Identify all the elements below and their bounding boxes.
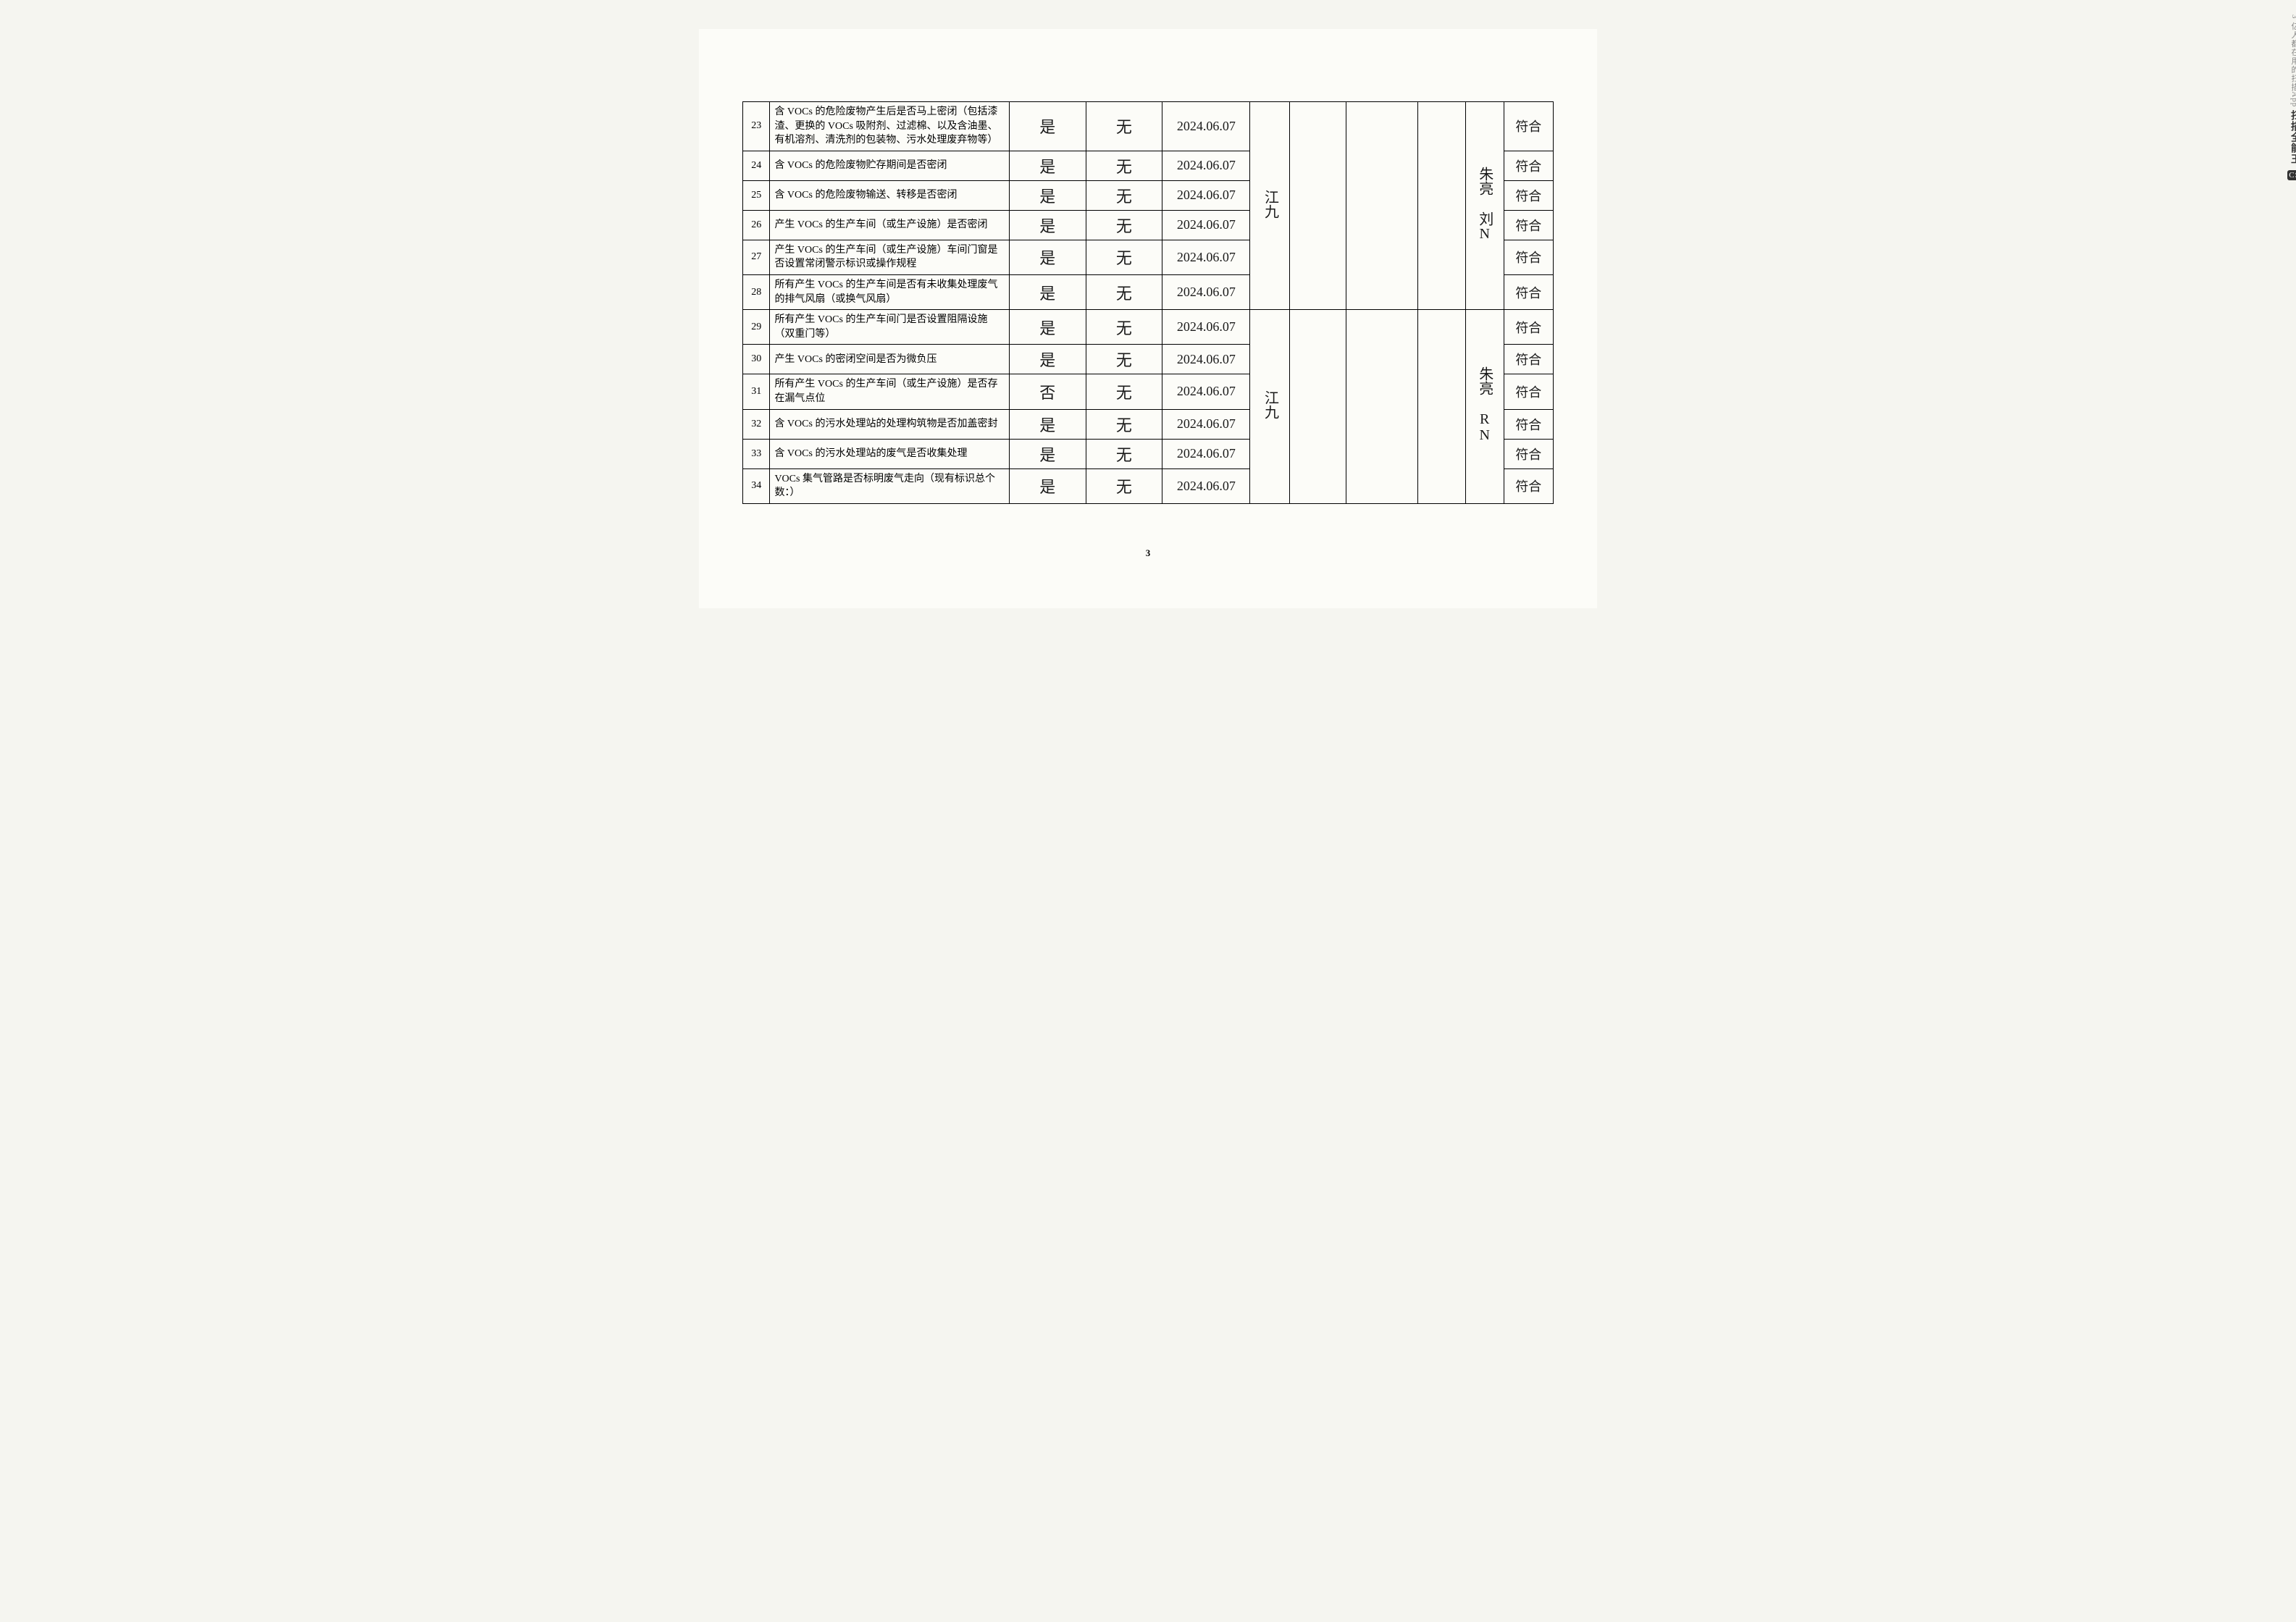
result-cell: 符合 [1504,468,1553,503]
answer-none: 无 [1086,240,1162,274]
answer-none: 无 [1086,210,1162,240]
app-watermark: 3 亿人都在用的扫描App 扫描全能王 CS [2287,14,2296,180]
inspection-date: 2024.06.07 [1162,374,1250,409]
result-cell: 符合 [1504,180,1553,210]
row-number: 31 [743,374,770,409]
result-cell: 符合 [1504,409,1553,439]
row-description: 含 VOCs 的危险废物产生后是否马上密闭（包括漆渣、更换的 VOCs 吸附剂、… [770,102,1009,151]
row-description: 含 VOCs 的污水处理站的处理构筑物是否加盖密封 [770,409,1009,439]
answer-none: 无 [1086,151,1162,180]
result-cell: 符合 [1504,240,1553,274]
answer-yes-no: 是 [1009,439,1086,468]
row-number: 27 [743,240,770,274]
row-number: 32 [743,409,770,439]
empty-cell [1346,102,1417,310]
result-cell: 符合 [1504,345,1553,374]
result-cell: 符合 [1504,210,1553,240]
page-number: 3 [742,547,1554,559]
answer-yes-no: 是 [1009,345,1086,374]
answer-none: 无 [1086,310,1162,345]
inspection-date: 2024.06.07 [1162,468,1250,503]
answer-yes-no: 是 [1009,274,1086,309]
row-number: 29 [743,310,770,345]
inspection-date: 2024.06.07 [1162,151,1250,180]
result-cell: 符合 [1504,374,1553,409]
result-cell: 符合 [1504,310,1553,345]
answer-none: 无 [1086,439,1162,468]
row-description: 含 VOCs 的危险废物输送、转移是否密闭 [770,180,1009,210]
row-description: 产生 VOCs 的密闭空间是否为微负压 [770,345,1009,374]
answer-yes-no: 是 [1009,180,1086,210]
table-row: 29所有产生 VOCs 的生产车间门是否设置阻隔设施（双重门等）是无2024.0… [743,310,1554,345]
table-row: 23含 VOCs 的危险废物产生后是否马上密闭（包括漆渣、更换的 VOCs 吸附… [743,102,1554,151]
row-description: 所有产生 VOCs 的生产车间（或生产设施）是否存在漏气点位 [770,374,1009,409]
empty-cell [1290,102,1346,310]
row-number: 34 [743,468,770,503]
result-cell: 符合 [1504,151,1553,180]
answer-yes-no: 否 [1009,374,1086,409]
approver-signature: 朱亮 刘N [1465,102,1504,310]
row-number: 33 [743,439,770,468]
answer-none: 无 [1086,274,1162,309]
row-description: VOCs 集气管路是否标明废气走向（现有标识总个数：） [770,468,1009,503]
document-page: 23含 VOCs 的危险废物产生后是否马上密闭（包括漆渣、更换的 VOCs 吸附… [699,29,1597,608]
watermark-brand: 扫描全能王 [2289,110,2296,164]
answer-none: 无 [1086,468,1162,503]
inspection-date: 2024.06.07 [1162,345,1250,374]
row-description: 所有产生 VOCs 的生产车间是否有未收集处理废气的排气风扇（或换气风扇） [770,274,1009,309]
empty-cell [1417,102,1465,310]
inspection-date: 2024.06.07 [1162,409,1250,439]
inspection-date: 2024.06.07 [1162,439,1250,468]
answer-yes-no: 是 [1009,468,1086,503]
row-number: 23 [743,102,770,151]
inspector-signature: 江九 [1250,102,1290,310]
answer-yes-no: 是 [1009,151,1086,180]
answer-yes-no: 是 [1009,310,1086,345]
answer-none: 无 [1086,180,1162,210]
inspection-date: 2024.06.07 [1162,240,1250,274]
row-description: 产生 VOCs 的生产车间（或生产设施）车间门窗是否设置常闭警示标识或操作规程 [770,240,1009,274]
empty-cell [1417,310,1465,504]
empty-cell [1290,310,1346,504]
watermark-slogan: 3 亿人都在用的扫描App [2290,14,2296,107]
row-description: 所有产生 VOCs 的生产车间门是否设置阻隔设施（双重门等） [770,310,1009,345]
answer-yes-no: 是 [1009,240,1086,274]
empty-cell [1346,310,1417,504]
watermark-logo: CS [2287,170,2296,180]
row-number: 28 [743,274,770,309]
inspection-date: 2024.06.07 [1162,210,1250,240]
row-number: 25 [743,180,770,210]
row-description: 含 VOCs 的危险废物贮存期间是否密闭 [770,151,1009,180]
inspection-date: 2024.06.07 [1162,180,1250,210]
answer-none: 无 [1086,345,1162,374]
approver-signature: 朱亮 RN [1465,310,1504,504]
answer-yes-no: 是 [1009,409,1086,439]
answer-none: 无 [1086,102,1162,151]
row-number: 30 [743,345,770,374]
inspector-signature: 江九 [1250,310,1290,504]
inspection-date: 2024.06.07 [1162,274,1250,309]
answer-none: 无 [1086,409,1162,439]
row-number: 26 [743,210,770,240]
row-description: 产生 VOCs 的生产车间（或生产设施）是否密闭 [770,210,1009,240]
answer-yes-no: 是 [1009,210,1086,240]
inspection-date: 2024.06.07 [1162,310,1250,345]
answer-none: 无 [1086,374,1162,409]
result-cell: 符合 [1504,439,1553,468]
inspection-table: 23含 VOCs 的危险废物产生后是否马上密闭（包括漆渣、更换的 VOCs 吸附… [742,101,1554,504]
answer-yes-no: 是 [1009,102,1086,151]
inspection-date: 2024.06.07 [1162,102,1250,151]
result-cell: 符合 [1504,274,1553,309]
row-number: 24 [743,151,770,180]
result-cell: 符合 [1504,102,1553,151]
row-description: 含 VOCs 的污水处理站的废气是否收集处理 [770,439,1009,468]
